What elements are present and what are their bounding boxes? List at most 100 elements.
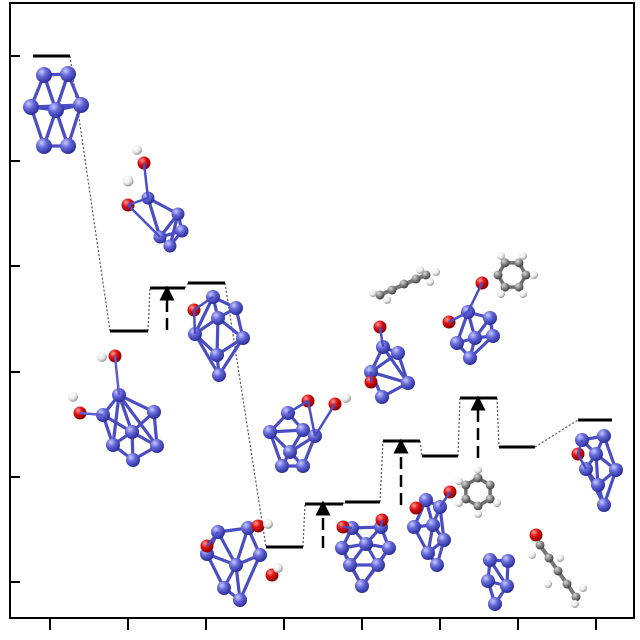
structure-9 [442, 251, 538, 365]
hydrogen-atom [454, 499, 463, 507]
hydrogen-atom [474, 510, 482, 518]
carbon-atom [521, 270, 531, 280]
structure-12 [571, 429, 623, 512]
plot-frame [9, 2, 635, 630]
cluster-atom [236, 331, 250, 345]
cluster-atom [147, 405, 161, 419]
bond [79, 411, 104, 417]
carbon-atom [535, 540, 545, 550]
bond [378, 326, 385, 348]
carbon-atom [500, 258, 510, 268]
connector-6 [342, 501, 346, 505]
cluster-atom [73, 97, 89, 113]
hydrogen-atom [273, 563, 283, 573]
cluster-atom [468, 331, 482, 345]
cluster-atom [382, 541, 396, 555]
cluster-atom [430, 558, 444, 572]
hydrogen-atom [474, 466, 482, 474]
cluster-atom [241, 521, 255, 535]
hydrogen-atom [497, 251, 505, 260]
cluster-atom [150, 439, 164, 453]
oxygen-atom [409, 501, 423, 515]
bond [313, 403, 337, 437]
bond [193, 333, 221, 376]
cluster-atom [126, 453, 140, 467]
bond [238, 554, 262, 601]
bond [113, 355, 121, 396]
carbon-atom [399, 279, 409, 289]
carbon-atom [514, 258, 524, 268]
cluster-atom [463, 351, 477, 365]
bond [193, 295, 214, 312]
hydrogen-atom [132, 145, 142, 155]
bond [466, 282, 484, 313]
bond [379, 519, 384, 528]
hydrogen-atom [263, 519, 273, 529]
cluster-atom [483, 553, 497, 567]
cluster-atom [421, 546, 435, 560]
hydrogen-atom [122, 175, 134, 187]
connector-5 [302, 503, 306, 548]
cluster-atom [23, 99, 39, 115]
bond [576, 439, 584, 455]
cluster-atom [343, 558, 357, 572]
connector-4 [224, 282, 267, 548]
connector-lines [69, 55, 579, 548]
bond [438, 491, 452, 508]
structure-3 [68, 349, 164, 467]
cluster-atom [296, 459, 310, 473]
carbon-atom [493, 270, 503, 280]
structure-8 [364, 266, 440, 404]
cluster-atom [48, 102, 64, 118]
bond [111, 394, 121, 446]
cluster-atom [163, 239, 177, 253]
bond [127, 196, 149, 207]
cluster-atom [229, 301, 243, 315]
hydrogen-atom [497, 290, 505, 299]
cluster-atom [125, 425, 139, 439]
cluster-atom [371, 558, 385, 572]
carbon-atom [461, 494, 471, 504]
bond [381, 346, 410, 384]
cluster-atom [401, 376, 415, 390]
cluster-atom [211, 311, 225, 325]
hydrogen-atom [579, 584, 587, 592]
carbon-atom [562, 579, 572, 589]
connector-2 [147, 287, 151, 332]
cluster-atom [233, 593, 247, 607]
structure-6 [200, 519, 283, 607]
carbon-atom [485, 494, 495, 504]
hydrogen-atom [571, 600, 579, 608]
cluster-atom [263, 425, 277, 439]
hydrogen-atom [97, 352, 107, 362]
hydrogen-atom [519, 290, 527, 299]
cluster-atom [171, 207, 185, 221]
cluster-atom [210, 348, 224, 362]
energy-levels [33, 54, 612, 549]
cluster-atom [36, 138, 52, 154]
cluster-atom [501, 554, 515, 568]
cluster-atom [275, 459, 289, 473]
bond [217, 337, 245, 376]
cluster-atom [359, 537, 373, 551]
hydrogen-atom [530, 271, 538, 279]
structure-10 [407, 466, 502, 572]
cluster-atom [212, 368, 226, 382]
bond [206, 531, 219, 547]
cluster-atom [609, 463, 623, 477]
transition-arrows [159, 285, 486, 548]
plot-border [9, 2, 635, 619]
cluster-atom [283, 445, 297, 459]
carbon-atom [571, 592, 581, 602]
connector-7 [379, 440, 384, 503]
cluster-atom [296, 423, 310, 437]
hydrogen-atom [383, 296, 391, 304]
hydrogen-atom [544, 580, 552, 588]
hydrogen-atom [426, 278, 434, 286]
bond [146, 197, 162, 238]
cluster-atom [391, 346, 405, 360]
hydrogen-atom [416, 266, 424, 274]
oxygen-atom [529, 528, 543, 542]
cluster-atom [217, 581, 231, 595]
